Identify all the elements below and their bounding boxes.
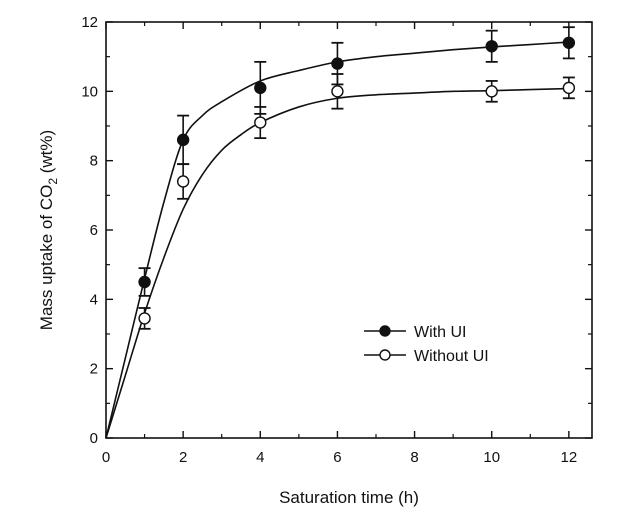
point-with-ui bbox=[562, 36, 576, 49]
legend-marker-without-ui bbox=[379, 349, 391, 361]
point-without-ui bbox=[331, 85, 344, 98]
x-tick-label-2: 2 bbox=[179, 449, 187, 466]
y-axis-title-main: Mass uptake of CO bbox=[37, 185, 56, 331]
y-axis-title-subscript: 2 bbox=[46, 178, 60, 185]
y-tick-label-0: 0 bbox=[90, 430, 98, 447]
y-tick-label-8: 8 bbox=[90, 153, 98, 170]
x-tick-label-8: 8 bbox=[410, 449, 418, 466]
point-without-ui bbox=[485, 85, 498, 98]
y-tick-label-4: 4 bbox=[90, 291, 98, 308]
axis-ticks: 0 2 4 6 8 10 12 0 2 4 6 8 10 12 bbox=[81, 14, 592, 466]
plot-border bbox=[105, 21, 593, 439]
x-tick-label-12: 12 bbox=[561, 449, 578, 466]
point-without-ui bbox=[176, 175, 190, 188]
fit-curve-without-ui bbox=[105, 87, 569, 439]
point-with-ui bbox=[331, 57, 344, 70]
x-tick-label-6: 6 bbox=[333, 449, 341, 466]
x-tick-label-0: 0 bbox=[102, 449, 110, 466]
legend-label-with-ui: With UI bbox=[414, 324, 466, 341]
point-with-ui bbox=[176, 133, 190, 147]
y-tick-label-6: 6 bbox=[90, 222, 98, 239]
x-axis-title: Saturation time (h) bbox=[279, 488, 419, 507]
y-tick-label-2: 2 bbox=[90, 361, 98, 378]
error-bars bbox=[138, 26, 575, 330]
legend-item-without-ui: Without UI bbox=[364, 348, 489, 365]
x-tick-label-10: 10 bbox=[483, 449, 500, 466]
legend: With UI Without UI bbox=[364, 324, 489, 365]
y-tick-label-12: 12 bbox=[81, 14, 98, 31]
legend-marker-with-ui bbox=[379, 325, 391, 337]
y-tick-label-10: 10 bbox=[81, 83, 98, 100]
fit-curve-with-ui bbox=[105, 41, 569, 439]
point-with-ui bbox=[485, 40, 498, 53]
point-without-ui bbox=[562, 81, 576, 95]
point-with-ui bbox=[254, 81, 267, 95]
y-axis-title: Mass uptake of CO2 (wt%) bbox=[37, 130, 60, 330]
point-without-ui bbox=[254, 116, 267, 129]
point-with-ui bbox=[138, 275, 151, 289]
y-axis-title-suffix: (wt%) bbox=[37, 130, 56, 178]
legend-label-without-ui: Without UI bbox=[414, 348, 489, 365]
plot-frame bbox=[105, 21, 593, 439]
point-without-ui bbox=[138, 312, 151, 325]
x-tick-label-4: 4 bbox=[256, 449, 264, 466]
data-points bbox=[138, 36, 576, 325]
legend-item-with-ui: With UI bbox=[364, 324, 466, 341]
